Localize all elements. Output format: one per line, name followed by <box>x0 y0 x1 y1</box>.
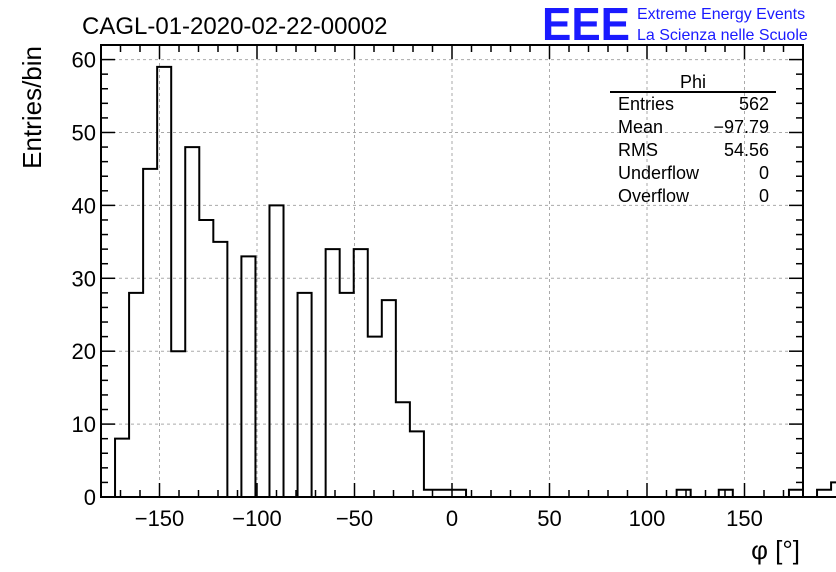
eee-logo-line2: La Scienza nelle Scuole <box>637 27 808 44</box>
stats-row-value: 0 <box>759 163 769 183</box>
stats-row-value: 54.56 <box>724 140 769 160</box>
stats-row-value: −97.79 <box>713 117 769 137</box>
stats-row-label: Underflow <box>618 163 700 183</box>
y-tick-label: 0 <box>84 485 96 510</box>
stats-box: Phi Entries 562 Mean −97.79 RMS 54.56 Underflo… <box>610 72 776 206</box>
x-tick-labels: −150 −100 −50 0 50 100 150 <box>135 506 763 531</box>
stats-row-label: RMS <box>618 140 658 160</box>
y-tick-label: 20 <box>72 339 96 364</box>
x-tick-label: 0 <box>446 506 458 531</box>
chart-title: CAGL-01-2020-02-22-00002 <box>82 13 388 40</box>
x-tick-label: 50 <box>537 506 561 531</box>
stats-row-label: Overflow <box>618 186 690 206</box>
stats-row-value: 0 <box>759 186 769 206</box>
x-tick-label: 150 <box>726 506 763 531</box>
y-tick-label: 10 <box>72 412 96 437</box>
eee-logo-mark: EEE <box>542 0 630 50</box>
y-tick-label: 40 <box>72 193 96 218</box>
axis-ticks <box>101 44 803 498</box>
stats-rows: Entries 562 Mean −97.79 RMS 54.56 Underflow 0 Ov… <box>618 94 769 206</box>
eee-logo-line1: Extreme Energy Events <box>637 6 805 23</box>
stats-row-label: Mean <box>618 117 663 137</box>
y-tick-label: 30 <box>72 266 96 291</box>
y-tick-labels: 0 10 20 30 40 50 60 <box>72 48 96 510</box>
x-tick-label: 100 <box>629 506 666 531</box>
y-tick-label: 50 <box>72 120 96 145</box>
stats-box-title: Phi <box>680 72 706 92</box>
eee-logo: EEE Extreme Energy Events La Scienza nel… <box>542 0 808 50</box>
x-tick-label: −50 <box>336 506 373 531</box>
x-tick-label: −150 <box>135 506 185 531</box>
y-tick-label: 60 <box>72 48 96 73</box>
x-tick-label: −100 <box>232 506 282 531</box>
grid-lines <box>101 45 803 498</box>
x-axis-title: φ [°] <box>751 535 800 565</box>
stats-row-value: 562 <box>739 94 769 114</box>
y-axis-title: Entries/bin <box>17 46 47 169</box>
stats-row-label: Entries <box>618 94 674 114</box>
